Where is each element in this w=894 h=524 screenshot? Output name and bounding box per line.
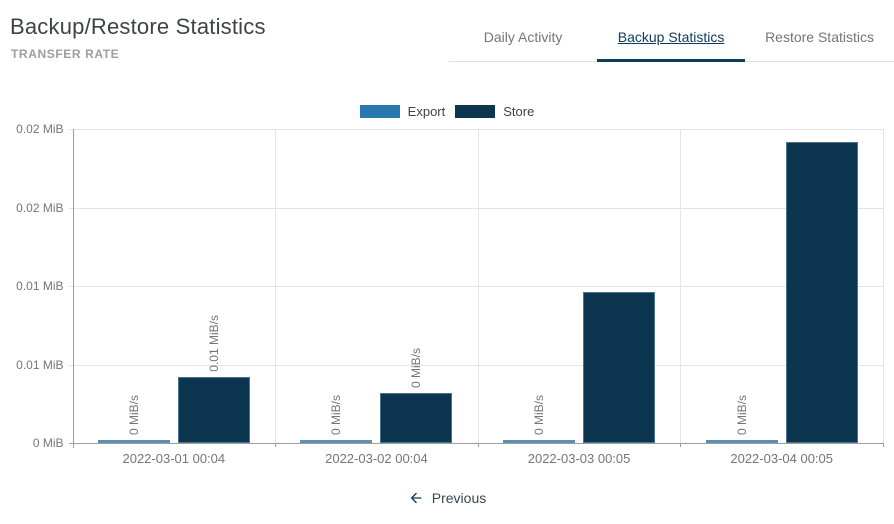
- gridline-vertical: [275, 129, 277, 443]
- bar-value-label: 0 MiB/s: [734, 394, 749, 435]
- y-axis-tick-label: 0.02 MiB: [16, 200, 64, 215]
- gridline-horizontal: [68, 364, 883, 366]
- y-axis-tick-label: 0.02 MiB: [16, 122, 64, 136]
- previous-button[interactable]: Previous: [408, 490, 486, 506]
- tab-bar: Daily Activity Backup Statistics Restore S…: [449, 14, 894, 62]
- x-axis-category-label: 2022-03-02 00:04: [325, 451, 428, 466]
- gridline-horizontal: [68, 286, 883, 287]
- x-axis-tick: [680, 443, 682, 447]
- previous-label: Previous: [431, 490, 487, 506]
- bar-export[interactable]: [300, 440, 373, 443]
- bar-store[interactable]: [380, 393, 453, 443]
- bar-value-label: 0 MiB/s: [329, 394, 344, 435]
- bar-value-label: 0.01 MiB/s: [206, 315, 221, 372]
- bar-store[interactable]: [785, 142, 858, 443]
- x-axis-category-label: 2022-03-03 00:05: [527, 451, 631, 466]
- x-axis-category-label: 2022-03-01 00:04: [122, 451, 226, 466]
- y-axis-tick-label: 0 MiB: [32, 436, 64, 450]
- bar-store[interactable]: [583, 292, 656, 443]
- y-axis-line: [72, 129, 74, 448]
- legend-swatch-store: [455, 105, 496, 118]
- transfer-rate-chart: Export Store 0 MiB 0.01 MiB 0.01 MiB 0.02 Mi…: [0, 90, 894, 470]
- legend-label: Store: [503, 104, 535, 119]
- x-axis-line: [68, 443, 883, 444]
- legend-item-export[interactable]: Export: [359, 104, 446, 119]
- tab-backup-statistics[interactable]: Backup Statistics: [597, 14, 746, 62]
- gridline-vertical: [883, 129, 884, 443]
- x-axis-tick: [477, 443, 479, 447]
- bar-export[interactable]: [97, 440, 170, 443]
- page-header: Backup/Restore Statistics TRANSFER RATE …: [0, 0, 894, 64]
- x-axis-tick: [275, 443, 277, 447]
- legend-item-store[interactable]: Store: [455, 104, 534, 119]
- chart-pagination: Previous: [0, 490, 894, 506]
- chart-legend: Export Store: [0, 104, 894, 119]
- bar-export[interactable]: [705, 440, 778, 443]
- gridline-horizontal: [68, 207, 883, 209]
- x-axis-tick: [883, 443, 884, 447]
- arrow-left-icon: [408, 490, 424, 506]
- bar-store[interactable]: [177, 377, 250, 443]
- gridline-horizontal: [68, 129, 883, 130]
- legend-swatch-export: [359, 105, 400, 118]
- bar-value-label: 0 MiB/s: [409, 347, 424, 388]
- bar-value-label: 0 MiB/s: [532, 394, 547, 435]
- chart-subtitle: TRANSFER RATE: [11, 47, 120, 61]
- bar-value-label: 0 MiB/s: [126, 394, 141, 435]
- gridline-vertical: [680, 129, 682, 443]
- tab-daily-activity[interactable]: Daily Activity: [483, 28, 563, 45]
- y-axis-tick-label: 0.01 MiB: [16, 357, 64, 372]
- legend-label: Export: [407, 104, 446, 119]
- bar-export[interactable]: [503, 440, 576, 443]
- x-axis-category-label: 2022-03-04 00:05: [730, 451, 834, 466]
- page-title: Backup/Restore Statistics: [10, 14, 266, 39]
- gridline-vertical: [477, 129, 479, 443]
- tab-restore-statistics[interactable]: Restore Statistics: [765, 28, 874, 45]
- y-axis-tick-label: 0.01 MiB: [16, 279, 64, 293]
